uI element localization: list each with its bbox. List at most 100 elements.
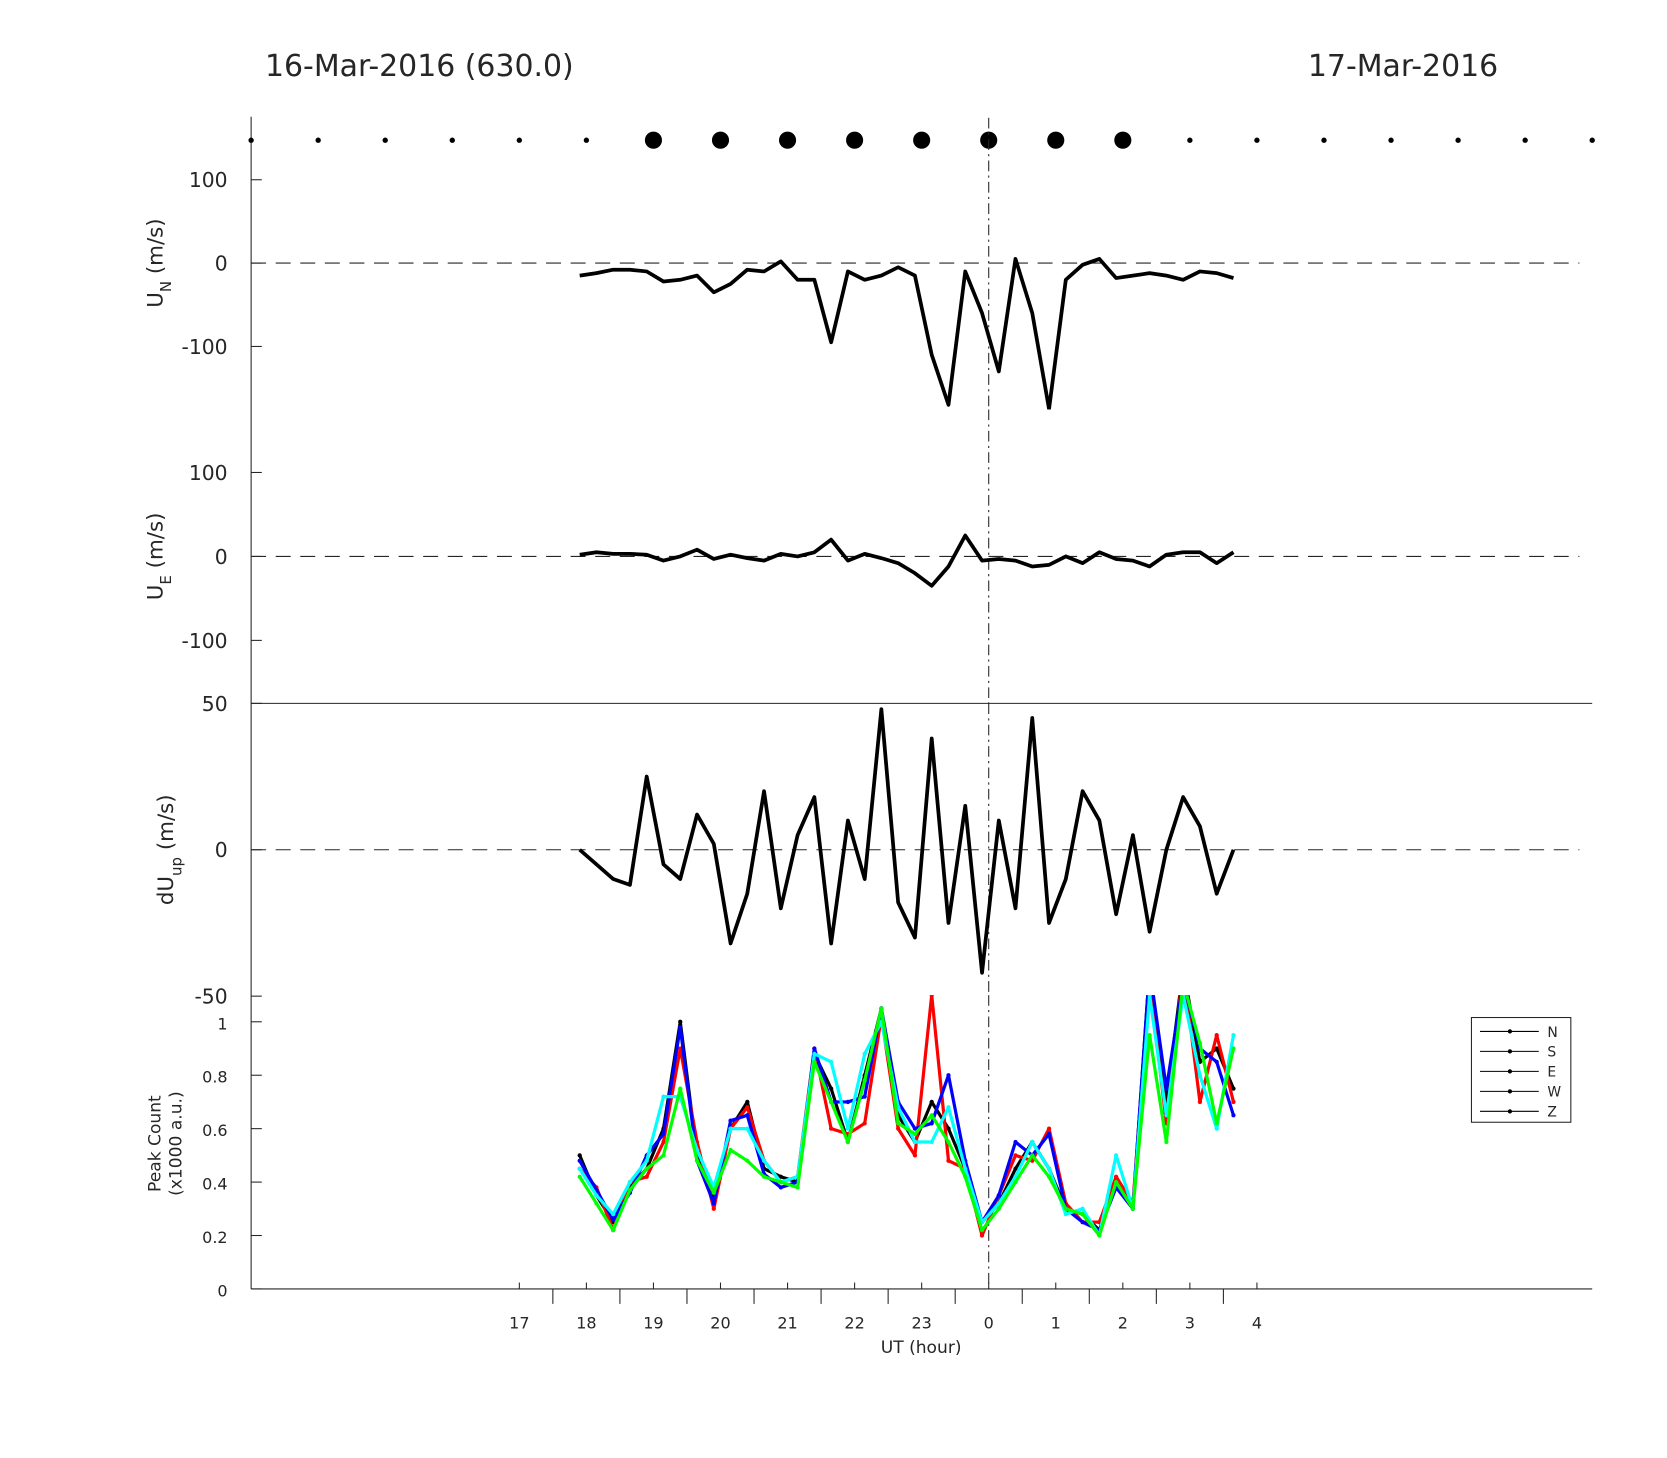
y-label: UN (m/s) bbox=[143, 218, 175, 307]
data-point bbox=[1181, 980, 1185, 984]
data-point bbox=[896, 1126, 901, 1131]
x-tick-label: 20 bbox=[710, 1313, 730, 1332]
data-point bbox=[828, 1126, 834, 1131]
x-tick-label: 18 bbox=[576, 1313, 596, 1332]
y-label: UE (m/s) bbox=[143, 513, 175, 601]
data-point bbox=[1197, 1099, 1203, 1105]
y-tick-label: 1 bbox=[217, 1014, 227, 1033]
data-point bbox=[1063, 1212, 1068, 1217]
x-tick-label: 4 bbox=[1252, 1313, 1262, 1332]
legend-label: S bbox=[1547, 1045, 1556, 1061]
data-point bbox=[845, 1139, 851, 1145]
data-point bbox=[611, 1212, 616, 1217]
data-point bbox=[745, 1105, 750, 1110]
plot-area bbox=[579, 257, 1234, 410]
data-point bbox=[812, 1046, 817, 1051]
sky-marker bbox=[1522, 137, 1528, 143]
x-tick-label: 19 bbox=[643, 1313, 663, 1332]
data-point bbox=[845, 1126, 851, 1131]
data-point bbox=[745, 1158, 750, 1163]
title-left: 16-Mar-2016 (630.0) bbox=[265, 49, 574, 84]
data-point bbox=[828, 1086, 834, 1091]
data-point bbox=[577, 1158, 582, 1163]
data-point bbox=[1181, 980, 1185, 984]
y-label-text: UE (m/s) bbox=[143, 513, 175, 601]
sky-marker bbox=[1455, 137, 1461, 143]
x-tick-label: 23 bbox=[911, 1313, 931, 1332]
data-point bbox=[912, 1126, 918, 1131]
data-point bbox=[577, 1166, 582, 1171]
data-point bbox=[1080, 1212, 1085, 1217]
data-point bbox=[745, 1099, 750, 1105]
data-point bbox=[778, 1179, 783, 1185]
x-tick-label: 22 bbox=[844, 1313, 864, 1332]
legend-label: N bbox=[1547, 1025, 1557, 1041]
data-point bbox=[1063, 1206, 1068, 1211]
sky-marker bbox=[516, 137, 523, 143]
data-point bbox=[1148, 980, 1152, 984]
legend-box bbox=[1470, 1016, 1572, 1123]
data-point bbox=[611, 1228, 616, 1233]
sky-marker bbox=[711, 131, 730, 149]
data-point bbox=[661, 1153, 666, 1158]
data-point bbox=[661, 1131, 666, 1137]
x-tick-label: 0 bbox=[984, 1313, 994, 1332]
data-point bbox=[778, 1174, 783, 1179]
data-point bbox=[1113, 1174, 1119, 1179]
data-point bbox=[896, 1121, 901, 1126]
data-point bbox=[627, 1179, 633, 1185]
data-point bbox=[1181, 966, 1185, 970]
y-label-main: U bbox=[143, 585, 168, 601]
data-point bbox=[1197, 1041, 1203, 1046]
x-tick-label: 1 bbox=[1051, 1313, 1061, 1332]
y-tick-label: 0 bbox=[215, 838, 228, 862]
y-tick-label: 0.6 bbox=[202, 1121, 227, 1140]
data-point bbox=[711, 1201, 716, 1206]
y-tick-label: 0.2 bbox=[202, 1228, 227, 1247]
y-tick-label: 100 bbox=[189, 168, 228, 192]
sky-marker bbox=[1047, 131, 1065, 149]
data-point bbox=[1013, 1139, 1018, 1145]
data-point bbox=[1046, 1174, 1052, 1179]
data-point bbox=[929, 1139, 934, 1145]
sky-marker bbox=[1589, 137, 1595, 143]
data-point bbox=[1013, 1179, 1018, 1185]
sky-marker bbox=[315, 137, 321, 143]
data-point bbox=[946, 1073, 951, 1078]
data-point bbox=[1030, 1153, 1035, 1158]
y-label-sub: N bbox=[157, 281, 175, 292]
data-point bbox=[1214, 1126, 1219, 1131]
data-point bbox=[1231, 1046, 1236, 1051]
y-label-text: UN (m/s) bbox=[143, 218, 175, 307]
data-point bbox=[1130, 1206, 1136, 1211]
data-point bbox=[1113, 1153, 1119, 1158]
data-point bbox=[761, 1158, 767, 1163]
data-point bbox=[862, 1121, 867, 1126]
y-tick-label: 0 bbox=[215, 545, 228, 569]
y-label-unit: (m/s) bbox=[143, 513, 168, 576]
y-label: dUup (m/s) bbox=[154, 794, 186, 905]
y-tick-label: 100 bbox=[189, 461, 228, 485]
data-point bbox=[694, 1158, 700, 1163]
data-point bbox=[745, 1126, 750, 1131]
data-point bbox=[946, 1126, 951, 1131]
data-point bbox=[1147, 995, 1152, 998]
data-point bbox=[929, 1113, 934, 1118]
data-point bbox=[963, 1166, 968, 1171]
y-tick-label: 0 bbox=[215, 252, 228, 276]
data-point bbox=[644, 1158, 649, 1163]
sky-marker bbox=[1254, 137, 1260, 143]
data-point bbox=[678, 1086, 683, 1091]
sky-marker bbox=[1321, 137, 1327, 143]
x-tick-label: 17 bbox=[509, 1313, 529, 1332]
data-point bbox=[1164, 1086, 1169, 1091]
data-point bbox=[644, 1166, 649, 1171]
data-point bbox=[828, 1099, 834, 1105]
sky-marker bbox=[1388, 137, 1394, 143]
y-label-main: U bbox=[143, 292, 168, 308]
data-point bbox=[1214, 1121, 1219, 1126]
data-point bbox=[946, 1139, 951, 1145]
data-point bbox=[912, 1139, 918, 1145]
data-point bbox=[996, 1206, 1001, 1211]
data-point bbox=[1013, 1166, 1018, 1171]
